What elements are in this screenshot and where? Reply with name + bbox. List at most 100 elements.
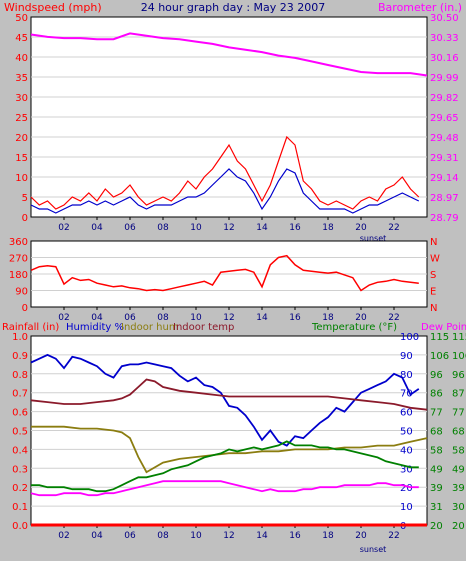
- rainfall-ticks: 0.0 0.1 0.2 0.3 0.4 0.5 0.6 0.7 0.8 0.9 1.0: [12, 332, 28, 532]
- y-tick-label: 29.31: [430, 153, 459, 164]
- series-line-temperature-f-: [31, 440, 419, 493]
- series-line-humidity-: [30, 353, 420, 447]
- y-tick-label: 58: [430, 445, 443, 456]
- series-line-windspeed-mph-: [30, 135, 420, 210]
- y-tick-label: 28.97: [430, 193, 459, 204]
- x-tick-label: 10: [190, 531, 202, 541]
- y-tick-label: 5: [22, 193, 28, 204]
- y-tick-label: 100: [400, 332, 419, 343]
- y-tick-label: 40: [400, 445, 413, 456]
- y-tick-label: 68: [452, 427, 465, 438]
- y-tick-label: 180: [9, 270, 28, 281]
- x-tick-label: 22: [388, 531, 399, 541]
- x-tick-label: 16: [289, 531, 301, 541]
- y-tick-label: 0.9: [12, 351, 28, 362]
- direction-lines: [30, 254, 419, 292]
- y-tick-label: 50: [400, 427, 413, 438]
- series-line-barometer-in-: [30, 32, 428, 77]
- y-tick-label: 29.65: [430, 113, 459, 124]
- y-tick-label: E: [430, 287, 436, 298]
- y-tick-label: 29.82: [430, 93, 459, 104]
- y-tick-label: 20: [400, 483, 413, 494]
- x-tick-label: 14: [256, 223, 268, 233]
- y-tick-label: 0.2: [12, 483, 28, 494]
- x-tick-label: 22: [388, 223, 399, 233]
- y-tick-label: 80: [400, 370, 413, 381]
- x-tick-label: 02: [58, 531, 69, 541]
- temperature-ticks-left: 20 31 39 49 58 68 77 86 96 106 115: [430, 332, 449, 532]
- x-tick-label: 06: [124, 223, 136, 233]
- y-tick-label: 77: [430, 408, 443, 419]
- indoor-hum-label: Indoor hum: [121, 322, 179, 333]
- y-tick-label: 31: [430, 502, 443, 513]
- y-tick-label: 0.1: [12, 502, 28, 513]
- y-tick-label: 90: [400, 351, 413, 362]
- graph-title: 24 hour graph day : May 23 2007: [141, 1, 326, 14]
- y-tick-label: S: [430, 270, 436, 281]
- y-tick-label: 87: [452, 389, 465, 400]
- y-tick-label: 30: [15, 93, 28, 104]
- y-tick-label: 28.79: [430, 213, 459, 224]
- y-tick-label: 50: [15, 13, 28, 24]
- y-tick-label: N: [430, 237, 437, 248]
- x-tick-label: 22: [388, 313, 399, 323]
- x-tick-label: 10: [190, 223, 202, 233]
- y-tick-label: W: [430, 254, 440, 265]
- y-tick-label: 10: [400, 502, 413, 513]
- series-line-gust: [30, 168, 420, 214]
- y-tick-label: 30: [400, 464, 413, 475]
- x-tick-label: 02: [58, 223, 69, 233]
- y-tick-label: 60: [400, 408, 413, 419]
- y-tick-label: 360: [9, 237, 28, 248]
- sunset-label-1: sunset: [360, 234, 387, 243]
- y-tick-label: 115: [430, 332, 449, 343]
- x-tick-label: 06: [124, 531, 136, 541]
- y-tick-label: 96: [430, 370, 443, 381]
- y-tick-label: 30.16: [430, 53, 459, 64]
- y-tick-label: 29.99: [430, 73, 459, 84]
- y-tick-label: 86: [430, 389, 443, 400]
- x-tick-label: 04: [91, 313, 103, 323]
- y-tick-label: 0: [22, 213, 28, 224]
- x-tick-label: 14: [256, 313, 268, 323]
- climate-grid: [31, 354, 427, 507]
- wind-lines: [30, 32, 428, 214]
- y-tick-label: 25: [15, 113, 28, 124]
- y-tick-label: 10: [15, 173, 28, 184]
- x-tick-label: 12: [223, 223, 234, 233]
- x-tick-label: 16: [289, 313, 301, 323]
- y-tick-label: 39: [452, 483, 465, 494]
- barometer-ticks: 28.79 28.97 29.14 29.31 29.48 29.65 29.82 29.99…: [430, 13, 459, 224]
- y-tick-label: N: [430, 303, 437, 314]
- barometer-axis-title: Barometer (in.): [378, 1, 462, 14]
- y-tick-label: 0.3: [12, 464, 28, 475]
- rainfall-label: Rainfall (in): [2, 322, 59, 333]
- temperature-label: Temperature (°F): [311, 322, 397, 333]
- y-tick-label: 15: [15, 153, 28, 164]
- y-tick-label: 0.0: [12, 521, 28, 532]
- y-tick-label: 0.7: [12, 389, 28, 400]
- y-tick-label: 30: [452, 502, 465, 513]
- x-tick-label: 06: [124, 313, 136, 323]
- direction-x-ticks: 02 04 06 08 10 12 14 16 18 20 22: [58, 307, 400, 323]
- x-tick-label: 04: [91, 531, 103, 541]
- windspeed-ticks: 0 5 10 15 20 25 30 35 40 45 50: [15, 13, 28, 224]
- y-tick-label: 40: [15, 53, 28, 64]
- x-tick-label: 04: [91, 223, 103, 233]
- y-tick-label: 0: [22, 303, 28, 314]
- series-line-wind-direction: [30, 254, 419, 292]
- y-tick-label: 0.5: [12, 427, 28, 438]
- x-tick-label: 02: [58, 313, 69, 323]
- y-tick-label: 30.33: [430, 33, 459, 44]
- indoor-temp-label: Indoor temp: [173, 322, 234, 333]
- y-tick-label: 115: [452, 332, 466, 343]
- y-tick-label: 49: [430, 464, 443, 475]
- y-tick-label: 1.0: [12, 332, 28, 343]
- humidity-label: Humidity %: [66, 322, 124, 333]
- climate-x-ticks: 02 04 06 08 10 12 14 16 18 20 22: [58, 525, 400, 541]
- dew-point-label: Dew Point: [421, 322, 466, 333]
- y-tick-label: 58: [452, 445, 465, 456]
